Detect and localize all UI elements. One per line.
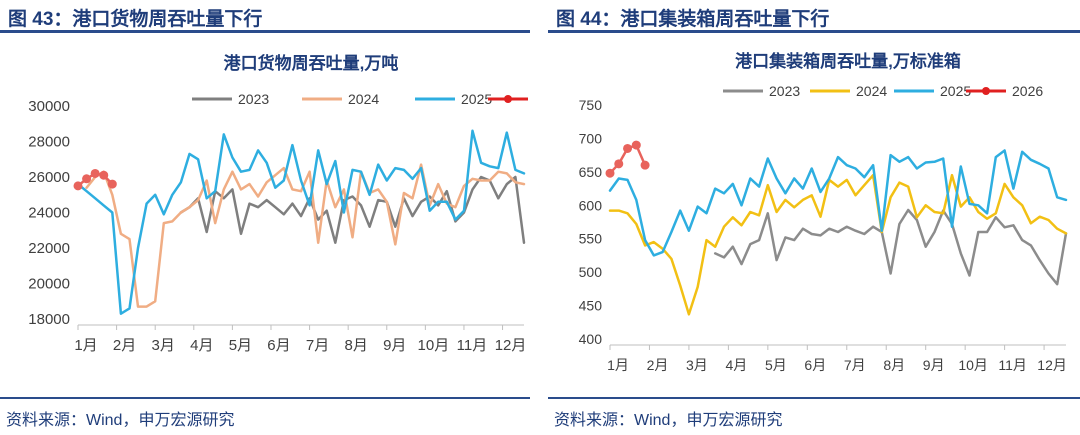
series-line-2025 bbox=[76, 129, 526, 315]
legend-label-2026: 2026 bbox=[1012, 83, 1043, 99]
series-line-2023 bbox=[179, 175, 526, 244]
x-tick-label: 10月 bbox=[958, 357, 988, 373]
source-note-left: 资料来源：Wind，申万宏源研究 bbox=[6, 412, 235, 429]
x-tick-label: 1月 bbox=[74, 337, 97, 354]
data-point-2026 bbox=[90, 168, 100, 178]
title-divider-right bbox=[548, 30, 1080, 33]
y-tick-label: 400 bbox=[579, 331, 603, 347]
series-line-2023 bbox=[713, 208, 1068, 286]
y-tick-label: 18000 bbox=[28, 311, 70, 328]
data-point-2026 bbox=[631, 140, 641, 150]
figure-title-left: 图 43：港口货物周吞吐量下行 bbox=[8, 9, 263, 30]
y-tick-label: 500 bbox=[579, 264, 603, 280]
x-tick-label: 3月 bbox=[686, 357, 708, 373]
legend: 2023 2024 2025 2026 bbox=[723, 83, 1043, 99]
figure-title-right: 图 44：港口集装箱周吞吐量下行 bbox=[556, 9, 830, 30]
legend-label-2023: 2023 bbox=[769, 83, 800, 99]
x-tick-label: 2月 bbox=[113, 337, 136, 354]
x-tick-label: 8月 bbox=[345, 337, 368, 354]
chart-title: 港口集装箱周吞吐量,万标准箱 bbox=[735, 51, 961, 71]
x-tick-label: 10月 bbox=[418, 337, 450, 354]
title-divider-left bbox=[0, 30, 530, 33]
legend-label-2025: 2025 bbox=[461, 91, 492, 107]
x-tick-label: 11月 bbox=[998, 357, 1027, 373]
legend-label-2024: 2024 bbox=[348, 91, 379, 107]
y-tick-label: 30000 bbox=[28, 98, 70, 115]
x-tick-label: 6月 bbox=[267, 337, 290, 354]
legend-label-2024: 2024 bbox=[856, 83, 887, 99]
x-tick-label: 8月 bbox=[883, 357, 905, 373]
data-point-2026 bbox=[605, 168, 615, 178]
data-point-2026 bbox=[99, 170, 109, 180]
y-tick-label: 28000 bbox=[28, 134, 70, 151]
data-point-2026 bbox=[107, 179, 117, 189]
data-point-2026 bbox=[640, 160, 650, 170]
container-throughput-chart: 港口集装箱周吞吐量,万标准箱 2023 2024 2025 2026 400 450 500 5… bbox=[579, 51, 1068, 373]
y-tick-label: 600 bbox=[579, 197, 603, 213]
x-tick-label: 4月 bbox=[190, 337, 213, 354]
x-tick-label: 7月 bbox=[844, 357, 866, 373]
figure-panel-right: 图 44：港口集装箱周吞吐量下行 港口集装箱周吞吐量,万标准箱 2023 2024 2… bbox=[548, 0, 1080, 435]
source-note-right: 资料来源：Wind，申万宏源研究 bbox=[554, 412, 783, 429]
legend-marker-2026 bbox=[982, 87, 990, 95]
x-tick-label: 12月 bbox=[495, 337, 527, 354]
x-tick-label: 11月 bbox=[457, 337, 488, 354]
y-tick-label: 22000 bbox=[28, 240, 70, 257]
series-line-2024 bbox=[608, 173, 1068, 316]
cargo-throughput-chart: 港口货物周吞吐量,万吨20232024202520261800020000220… bbox=[28, 53, 528, 354]
y-tick-label: 26000 bbox=[28, 169, 70, 186]
x-tick-label: 9月 bbox=[383, 337, 406, 354]
legend-label-2025: 2025 bbox=[940, 83, 971, 99]
y-tick-label: 750 bbox=[579, 97, 603, 113]
y-tick-label: 450 bbox=[579, 298, 603, 314]
data-point-2026 bbox=[73, 181, 83, 191]
figure-panel-left: 图 43：港口货物周吞吐量下行 港口货物周吞吐量,万吨 2023 2024 2025 2… bbox=[0, 0, 530, 435]
chart-title: 港口货物周吞吐量,万吨 bbox=[224, 53, 399, 73]
y-tick-label: 650 bbox=[579, 164, 603, 180]
series-line-2025 bbox=[608, 149, 1068, 257]
source-divider-left bbox=[0, 397, 530, 399]
y-tick-label: 700 bbox=[579, 130, 603, 146]
x-tick-label: 7月 bbox=[306, 337, 329, 354]
source-divider-right bbox=[548, 397, 1080, 399]
x-tick-label: 4月 bbox=[725, 357, 747, 373]
legend-marker-2026 bbox=[504, 95, 512, 103]
x-tick-label: 2月 bbox=[647, 357, 669, 373]
y-tick-label: 24000 bbox=[28, 205, 70, 222]
data-point-2026 bbox=[614, 159, 624, 169]
y-tick-label: 20000 bbox=[28, 276, 70, 293]
x-tick-label: 9月 bbox=[923, 357, 945, 373]
x-tick-label: 1月 bbox=[607, 357, 629, 373]
data-point-2026 bbox=[623, 143, 633, 153]
y-tick-label: 550 bbox=[579, 231, 603, 247]
x-tick-label: 12月 bbox=[1037, 357, 1067, 373]
series-line-2024 bbox=[85, 163, 526, 308]
legend-label-2023: 2023 bbox=[238, 91, 269, 107]
data-point-2026 bbox=[82, 174, 92, 184]
x-tick-label: 6月 bbox=[804, 357, 826, 373]
x-tick-label: 3月 bbox=[152, 337, 175, 354]
x-tick-label: 5月 bbox=[229, 337, 252, 354]
x-tick-label: 5月 bbox=[765, 357, 787, 373]
